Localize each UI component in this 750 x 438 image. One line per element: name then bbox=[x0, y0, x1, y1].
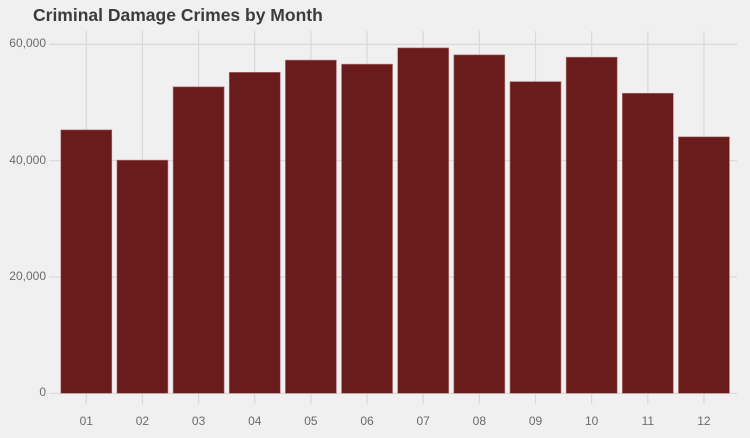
y-tick-label: 0 bbox=[39, 385, 46, 400]
bar-02 bbox=[116, 159, 169, 394]
bar-12 bbox=[678, 136, 730, 394]
chart-title: Criminal Damage Crimes by Month bbox=[33, 5, 323, 25]
bar-09 bbox=[509, 81, 562, 394]
bar-01 bbox=[60, 129, 113, 394]
x-tick-label: 10 bbox=[584, 414, 599, 428]
bar-06 bbox=[341, 63, 393, 394]
x-tick-label: 03 bbox=[191, 414, 206, 428]
x-tick-label: 09 bbox=[528, 414, 543, 428]
bars bbox=[60, 47, 730, 394]
bar-04 bbox=[228, 72, 281, 394]
bar-10 bbox=[565, 56, 618, 394]
x-tick-label: 11 bbox=[641, 414, 655, 428]
y-tick-label: 40,000 bbox=[9, 152, 46, 167]
x-tick-label: 12 bbox=[697, 414, 711, 428]
bar-07 bbox=[397, 47, 450, 394]
bar-11 bbox=[621, 92, 674, 394]
x-tick-label: 08 bbox=[472, 414, 487, 428]
y-tick-label: 60,000 bbox=[9, 36, 46, 51]
bar-08 bbox=[453, 54, 506, 394]
x-tick-label: 04 bbox=[248, 414, 262, 428]
x-tick-label: 02 bbox=[135, 414, 150, 428]
x-tick-label: 06 bbox=[360, 414, 374, 428]
x-tick-label: 07 bbox=[416, 414, 430, 428]
x-tick-label: 05 bbox=[304, 414, 318, 428]
x-tick-label: 01 bbox=[79, 414, 93, 428]
bar-05 bbox=[285, 59, 337, 394]
bar-03 bbox=[172, 86, 225, 394]
y-tick-label: 20,000 bbox=[9, 269, 46, 283]
